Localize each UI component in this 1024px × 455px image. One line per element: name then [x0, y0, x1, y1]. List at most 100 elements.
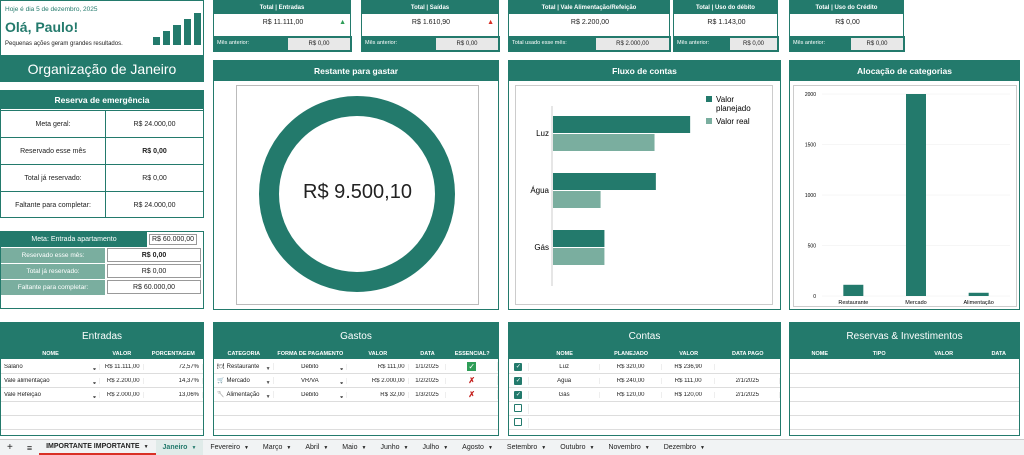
chevron-down-icon[interactable]: ▼ [323, 444, 329, 451]
chevron-down-icon[interactable]: ▼ [443, 444, 449, 451]
table-row[interactable]: ✓ Água R$ 240,00 R$ 111,00 2/1/2025 [509, 374, 780, 388]
sheet-tab[interactable]: Agosto ▼ [455, 440, 500, 455]
column-header[interactable]: ESSENCIAL? [454, 351, 490, 357]
sheet-tab[interactable]: Julho ▼ [415, 440, 455, 455]
checkbox-checked-icon[interactable]: ✓ [514, 376, 523, 385]
sheet-tab[interactable]: Dezembro ▼ [657, 440, 712, 455]
table-cell[interactable]: Vale Refeição ▼ [1, 391, 100, 398]
table-row[interactable] [509, 416, 780, 430]
table-cell[interactable]: Gás [529, 391, 601, 398]
table-row[interactable]: Salário ▼ R$ 11.111,00 72,57% [1, 360, 203, 374]
checkbox-empty-icon[interactable] [514, 403, 523, 412]
table-cell[interactable]: R$ 2.000,00 [347, 377, 409, 384]
table-cell[interactable]: 1/1/2025 [409, 363, 447, 370]
table-row[interactable]: ▼ [790, 388, 1019, 402]
dropdown-arrow-icon[interactable]: ▼ [92, 366, 97, 370]
table-cell[interactable]: ✓ [509, 362, 529, 371]
column-header[interactable]: DATA [991, 351, 1006, 357]
table-row[interactable]: ▼ [1, 416, 203, 430]
table-cell[interactable]: 🥄 Alimentação ▼ [214, 391, 274, 398]
table-row[interactable]: ▼ [790, 374, 1019, 388]
sheet-tab[interactable]: Fevereiro ▼ [203, 440, 256, 455]
column-header[interactable]: VALOR [679, 351, 699, 357]
table-row[interactable]: 🍽 Restaurante ▼ Débito ▼ R$ 111,00 1/1/2025 ✓ [214, 360, 498, 374]
sheet-tab[interactable]: Março ▼ [256, 440, 298, 455]
table-row[interactable]: ▼ [1, 402, 203, 416]
chevron-down-icon[interactable]: ▼ [191, 444, 197, 451]
table-cell[interactable]: R$ 236,90 [662, 363, 716, 370]
table-cell[interactable]: ✓ [446, 362, 498, 371]
chevron-down-icon[interactable]: ▼ [286, 444, 292, 451]
chevron-down-icon[interactable]: ▼ [644, 444, 650, 451]
table-cell[interactable] [509, 403, 529, 414]
table-cell[interactable]: R$ 32,00 [347, 391, 409, 398]
table-cell[interactable] [509, 417, 529, 428]
dropdown-arrow-icon[interactable]: ▼ [92, 394, 97, 398]
column-header[interactable]: PLANEJADO [614, 351, 649, 357]
chevron-down-icon[interactable]: ▼ [143, 443, 149, 450]
cross-icon[interactable]: ✗ [468, 390, 476, 399]
table-row[interactable]: ✓ Luz R$ 320,00 R$ 236,90 [509, 360, 780, 374]
chevron-down-icon[interactable]: ▼ [589, 444, 595, 451]
table-row[interactable]: ▼▼ [214, 402, 498, 416]
cross-icon[interactable]: ✗ [468, 376, 476, 385]
table-row[interactable]: Vale alimentação ▼ R$ 2.200,00 14,37% [1, 374, 203, 388]
column-header[interactable]: VALOR [112, 351, 132, 357]
table-row[interactable]: ▼ [790, 402, 1019, 416]
chevron-down-icon[interactable]: ▼ [541, 444, 547, 451]
table-row[interactable]: ▼▼ [214, 416, 498, 430]
dropdown-arrow-icon[interactable]: ▼ [265, 394, 271, 398]
table-cell[interactable]: 2/1/2025 [715, 391, 780, 398]
table-row[interactable]: ▼ [790, 360, 1019, 374]
column-header[interactable]: VALOR [368, 351, 388, 357]
table-cell[interactable]: R$ 320,00 [600, 363, 662, 370]
column-header[interactable]: FORMA DE PAGAMENTO [277, 351, 344, 357]
sheet-tab[interactable]: Outubro ▼ [553, 440, 601, 455]
table-cell[interactable]: 🛒 Mercado ▼ [214, 377, 274, 384]
table-cell[interactable]: R$ 240,00 [600, 377, 662, 384]
column-header[interactable]: PORCENTAGEM [151, 351, 195, 357]
chevron-down-icon[interactable]: ▼ [243, 444, 249, 451]
dropdown-arrow-icon[interactable]: ▼ [265, 366, 271, 370]
table-cell[interactable]: Débito ▼ [274, 363, 348, 370]
table-cell[interactable]: ✗ [446, 390, 498, 399]
table-cell[interactable]: R$ 11.111,00 [100, 363, 144, 370]
column-header[interactable]: CATEGORIA [227, 351, 261, 357]
table-cell[interactable]: R$ 111,00 [662, 377, 716, 384]
dropdown-arrow-icon[interactable]: ▼ [339, 366, 345, 370]
sheet-tab[interactable]: Janeiro ▼ [155, 440, 204, 455]
table-cell[interactable]: Salário ▼ [1, 363, 100, 370]
table-cell[interactable]: Água [529, 377, 601, 384]
table-row[interactable]: 🥄 Alimentação ▼ Débito ▼ R$ 32,00 1/3/2025 ✗ [214, 388, 498, 402]
checkbox-empty-icon[interactable] [514, 417, 523, 426]
table-cell[interactable]: 🍽 Restaurante ▼ [214, 363, 274, 370]
sheet-list-icon[interactable]: ≡ [26, 442, 33, 453]
table-row[interactable] [509, 402, 780, 416]
dropdown-arrow-icon[interactable]: ▼ [92, 380, 97, 384]
column-header[interactable]: NOME [811, 351, 828, 357]
column-header[interactable]: DATA [420, 351, 435, 357]
table-cell[interactable]: 72,57% [144, 363, 203, 370]
table-cell[interactable]: Vale alimentação ▼ [1, 377, 100, 384]
table-row[interactable]: 🛒 Mercado ▼ VR/VA ▼ R$ 2.000,00 1/2/2025 ✗ [214, 374, 498, 388]
sheet-tab[interactable]: Junho ▼ [373, 440, 415, 455]
table-row[interactable]: ✓ Gás R$ 120,00 R$ 120,00 2/1/2025 [509, 388, 780, 402]
column-header[interactable]: TIPO [872, 351, 886, 357]
checkbox-checked-icon[interactable]: ✓ [514, 362, 523, 371]
table-cell[interactable]: ✓ [509, 390, 529, 399]
dropdown-arrow-icon[interactable]: ▼ [265, 380, 271, 384]
table-cell[interactable]: VR/VA ▼ [274, 377, 348, 384]
sheet-tab[interactable]: Novembro ▼ [601, 440, 656, 455]
sheet-tab[interactable]: Maio ▼ [335, 440, 373, 455]
chevron-down-icon[interactable]: ▼ [361, 444, 367, 451]
table-cell[interactable]: R$ 2.200,00 [100, 377, 144, 384]
table-cell[interactable]: R$ 120,00 [600, 391, 662, 398]
table-row[interactable]: Vale Refeição ▼ R$ 2.000,00 13,06% [1, 388, 203, 402]
table-cell[interactable]: ✓ [509, 376, 529, 385]
column-header[interactable]: VALOR [934, 351, 954, 357]
column-header[interactable]: NOME [42, 351, 59, 357]
dropdown-arrow-icon[interactable]: ▼ [339, 380, 345, 384]
table-cell[interactable]: 14,37% [144, 377, 203, 384]
table-cell[interactable]: R$ 120,00 [662, 391, 716, 398]
table-row[interactable]: ▼ [790, 416, 1019, 430]
